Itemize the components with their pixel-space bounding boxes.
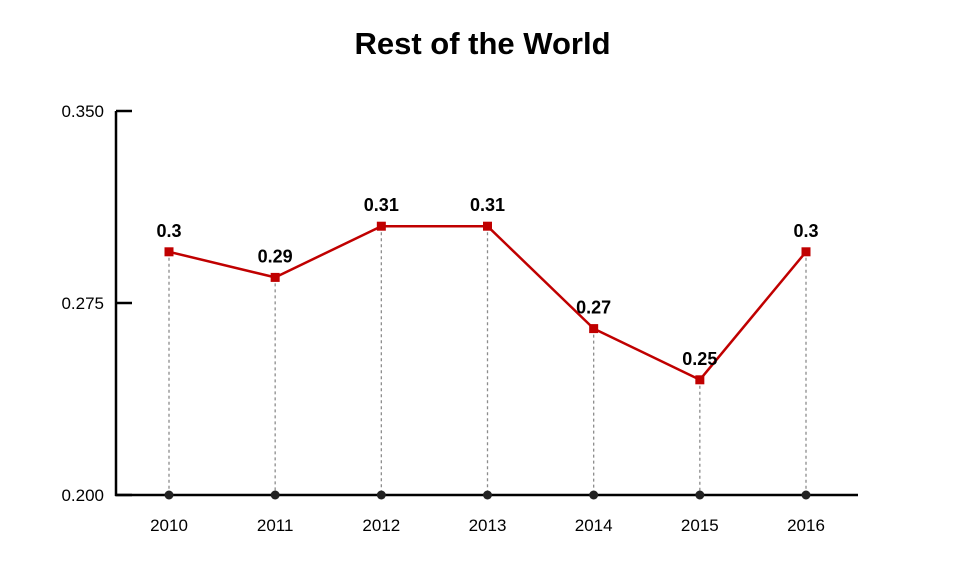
x-tick-label: 2010	[150, 516, 188, 535]
data-point	[483, 221, 492, 231]
data-point	[589, 324, 599, 334]
data-point	[376, 221, 386, 231]
data-point	[270, 272, 280, 282]
x-axis-dot	[376, 490, 386, 500]
x-axis-dot	[270, 490, 280, 500]
x-tick-label: 2011	[257, 516, 294, 535]
x-axis-dot	[483, 490, 492, 500]
x-tick-label: 2014	[575, 516, 613, 535]
data-label: 0.31	[364, 195, 399, 215]
x-axis-dot	[164, 490, 174, 500]
data-label: 0.27	[576, 298, 611, 318]
x-axis-dot	[695, 490, 705, 500]
y-tick-label: 0.350	[61, 102, 104, 121]
x-tick-label: 2015	[681, 516, 719, 535]
data-point	[801, 247, 811, 257]
data-label: 0.29	[258, 246, 293, 266]
data-point	[695, 375, 705, 385]
y-tick-label: 0.275	[61, 294, 104, 313]
data-label: 0.31	[470, 195, 505, 215]
chart-title: Rest of the World	[354, 26, 611, 61]
data-point	[164, 247, 174, 257]
data-label: 0.3	[793, 221, 818, 241]
x-axis-dot	[589, 490, 599, 500]
x-tick-label: 2013	[469, 516, 507, 535]
x-tick-label: 2012	[362, 516, 400, 535]
data-label: 0.25	[682, 349, 717, 369]
x-tick-label: 2016	[787, 516, 825, 535]
y-tick-label: 0.200	[61, 486, 104, 505]
data-label: 0.3	[156, 221, 181, 241]
x-axis-dot	[801, 490, 811, 500]
